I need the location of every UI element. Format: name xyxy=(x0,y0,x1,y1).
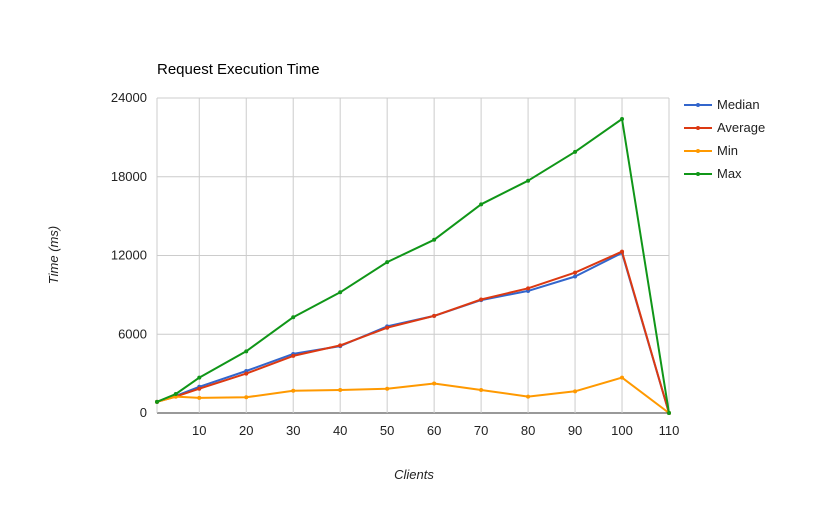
data-point-max xyxy=(338,290,343,295)
legend-swatch-marker xyxy=(696,172,700,176)
data-point-max xyxy=(244,349,249,354)
x-tick-label: 110 xyxy=(659,423,680,438)
y-tick-label: 24000 xyxy=(111,90,147,105)
data-point-min xyxy=(385,386,390,391)
series-min xyxy=(155,375,671,415)
data-point-max xyxy=(385,260,390,265)
x-axis-ticks: 10 20 30 40 50 60 70 80 90 100 110 xyxy=(192,423,679,438)
data-point-max xyxy=(432,237,437,242)
legend-label: Min xyxy=(717,143,738,158)
y-axis-title: Time (ms) xyxy=(46,226,61,284)
y-axis-ticks: 0 6000 12000 18000 24000 xyxy=(111,90,147,420)
data-point-max xyxy=(173,391,178,396)
data-point-max xyxy=(620,117,625,121)
y-tick-label: 12000 xyxy=(111,248,147,263)
data-point-average xyxy=(573,270,578,275)
data-point-min xyxy=(620,375,625,380)
y-tick-label: 18000 xyxy=(111,169,147,184)
data-point-min xyxy=(432,381,437,386)
series-average xyxy=(155,249,671,415)
legend-item-median[interactable]: Median xyxy=(684,97,760,112)
grid xyxy=(156,97,670,414)
series-group xyxy=(155,117,671,415)
data-point-median xyxy=(573,274,578,279)
x-tick-label: 70 xyxy=(474,423,488,438)
chart-title: Request Execution Time xyxy=(157,61,320,78)
y-tick-label: 6000 xyxy=(118,326,147,341)
data-point-average xyxy=(197,386,202,391)
data-point-min xyxy=(197,395,202,400)
legend-label: Average xyxy=(717,120,765,135)
x-tick-label: 40 xyxy=(333,423,347,438)
data-point-max xyxy=(197,375,202,380)
series-max xyxy=(155,117,671,415)
data-point-average xyxy=(479,297,484,302)
data-point-max xyxy=(479,202,484,207)
legend-swatch-marker xyxy=(696,149,700,153)
data-point-average xyxy=(385,325,390,330)
legend-item-max[interactable]: Max xyxy=(684,166,742,181)
data-point-min xyxy=(526,394,531,399)
data-point-average xyxy=(620,249,625,254)
data-point-min xyxy=(291,388,296,393)
x-tick-label: 60 xyxy=(427,423,441,438)
data-point-max xyxy=(526,178,531,183)
legend-label: Median xyxy=(717,97,760,112)
data-point-min xyxy=(244,395,249,400)
legend: Median Average Min Max xyxy=(684,97,765,181)
data-point-max xyxy=(291,315,296,320)
data-point-average xyxy=(526,286,531,291)
data-point-min xyxy=(573,389,578,394)
legend-label: Max xyxy=(717,166,742,181)
data-point-average xyxy=(432,313,437,318)
data-point-average xyxy=(338,343,343,348)
x-tick-label: 90 xyxy=(568,423,582,438)
series-median xyxy=(155,250,671,415)
x-tick-label: 100 xyxy=(611,423,633,438)
data-point-average xyxy=(291,353,296,358)
data-point-average xyxy=(244,371,249,376)
data-point-max xyxy=(667,411,671,415)
legend-swatch-marker xyxy=(696,126,700,130)
x-tick-label: 10 xyxy=(192,423,206,438)
legend-item-average[interactable]: Average xyxy=(684,120,765,135)
data-point-max xyxy=(155,399,159,404)
series-line-median xyxy=(156,251,670,414)
data-point-min xyxy=(338,388,343,393)
x-tick-label: 50 xyxy=(380,423,394,438)
x-tick-label: 20 xyxy=(239,423,253,438)
data-point-max xyxy=(573,149,578,154)
x-axis-title: Clients xyxy=(394,467,434,482)
x-tick-label: 30 xyxy=(286,423,300,438)
data-point-min xyxy=(479,388,484,393)
legend-swatch-marker xyxy=(696,103,700,107)
legend-item-min[interactable]: Min xyxy=(684,143,738,158)
x-tick-label: 80 xyxy=(521,423,535,438)
y-tick-label: 0 xyxy=(140,405,147,420)
series-line-average xyxy=(156,250,670,414)
series-line-min xyxy=(156,376,670,414)
